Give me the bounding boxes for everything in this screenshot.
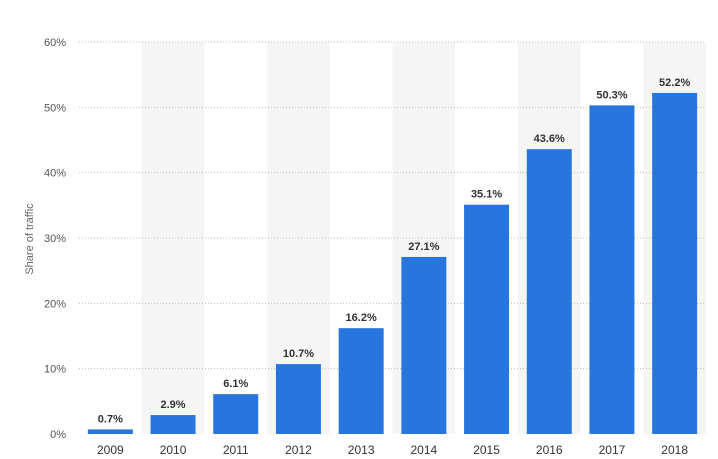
- bar-2010[interactable]: [150, 415, 196, 434]
- bar-2013[interactable]: [338, 328, 384, 434]
- x-tick-label: 2015: [473, 443, 500, 457]
- y-tick-label: 30%: [44, 233, 66, 245]
- bar-2012[interactable]: [275, 364, 321, 434]
- data-label: 50.3%: [596, 89, 627, 101]
- x-axis-ticks: 2009 2010 2011 2012 2013 2014 2015 2016 2017 2018: [97, 443, 688, 457]
- y-tick-label: 40%: [44, 168, 66, 180]
- bar-2018[interactable]: [652, 92, 698, 435]
- x-tick-label: 2018: [661, 443, 688, 457]
- bar-2015[interactable]: [464, 204, 510, 434]
- y-axis-ticks: 0% 10% 20% 30% 40% 50% 60%: [44, 37, 66, 441]
- bar-2014[interactable]: [401, 256, 447, 434]
- y-tick-label: 60%: [44, 37, 66, 49]
- y-tick-label: 20%: [44, 298, 66, 310]
- y-tick-label: 50%: [44, 102, 66, 114]
- data-label: 27.1%: [408, 241, 439, 253]
- y-tick-label: 10%: [44, 364, 66, 376]
- bar-2017[interactable]: [589, 105, 635, 434]
- x-tick-label: 2013: [348, 443, 375, 457]
- bar-2011[interactable]: [213, 394, 259, 434]
- bars: [87, 92, 698, 435]
- data-label: 16.2%: [346, 312, 377, 324]
- x-tick-label: 2016: [536, 443, 563, 457]
- data-label: 35.1%: [471, 189, 502, 201]
- bar-2009[interactable]: [87, 429, 133, 434]
- x-tick-label: 2010: [160, 443, 187, 457]
- data-labels: 0.7% 2.9% 6.1% 10.7% 16.2% 27.1% 35.1% 43.6% 50.…: [98, 77, 691, 425]
- y-axis-title: Share of traffic: [24, 203, 36, 275]
- bar-2016[interactable]: [526, 149, 572, 434]
- data-label: 6.1%: [223, 378, 248, 390]
- x-tick-label: 2014: [410, 443, 437, 457]
- x-tick-label: 2011: [223, 443, 249, 457]
- data-label: 10.7%: [283, 348, 314, 360]
- data-label: 2.9%: [161, 399, 186, 411]
- data-label: 0.7%: [98, 413, 123, 425]
- x-tick-label: 2012: [285, 443, 312, 457]
- data-label: 43.6%: [534, 133, 565, 145]
- data-label: 52.2%: [659, 77, 690, 89]
- y-tick-label: 0%: [50, 429, 66, 441]
- x-tick-label: 2017: [599, 443, 626, 457]
- x-tick-label: 2009: [97, 443, 124, 457]
